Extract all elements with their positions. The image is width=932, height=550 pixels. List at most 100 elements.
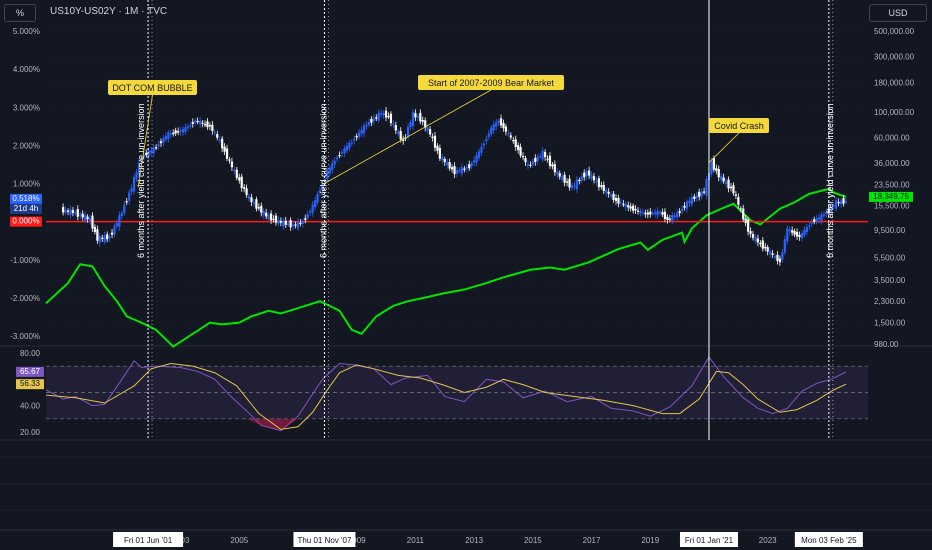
candle-body bbox=[663, 211, 667, 219]
candle-body bbox=[676, 212, 679, 218]
left-scale-button[interactable]: % bbox=[4, 4, 36, 22]
left-price-axis[interactable]: 5.000% 4.000% 3.000% 2.000% 1.000% -1.000% -2.… bbox=[10, 27, 44, 437]
vertical-markers: 6 months after yield curve un-inversion 6… bbox=[136, 0, 835, 440]
candle-body bbox=[132, 177, 136, 192]
candle-body bbox=[240, 176, 243, 188]
candle-body bbox=[392, 123, 395, 125]
candle-body bbox=[803, 229, 806, 236]
candle-body bbox=[512, 140, 515, 142]
candle-body bbox=[326, 171, 329, 179]
candle-body bbox=[150, 150, 153, 153]
candle-body bbox=[196, 120, 199, 123]
candle-body bbox=[186, 126, 189, 129]
candle-body bbox=[573, 185, 576, 187]
callout-text: DOT COM BUBBLE bbox=[112, 83, 192, 93]
candle-body bbox=[179, 130, 182, 132]
candle-body bbox=[443, 159, 446, 163]
candle-body bbox=[311, 204, 314, 213]
candle-body bbox=[348, 142, 351, 149]
candle-body bbox=[463, 168, 466, 170]
candle-body bbox=[284, 220, 287, 225]
candle-body bbox=[607, 191, 610, 194]
right-scale-button[interactable]: USD bbox=[869, 4, 927, 22]
candle-body bbox=[524, 158, 527, 163]
candle-body bbox=[514, 139, 517, 147]
right-tick-label: 300,000.00 bbox=[874, 53, 915, 62]
candle-body bbox=[358, 132, 361, 137]
candle-body bbox=[353, 139, 356, 141]
candle-body bbox=[345, 145, 349, 151]
candle-body bbox=[705, 178, 708, 196]
candle-body bbox=[189, 125, 192, 127]
candle-body bbox=[822, 214, 826, 216]
date-badge-bg bbox=[113, 532, 184, 547]
candle-body bbox=[536, 156, 539, 161]
candle-body bbox=[749, 231, 752, 234]
candle-body bbox=[389, 113, 393, 124]
candle-body bbox=[414, 112, 417, 118]
candle-body bbox=[482, 143, 486, 146]
candle-body bbox=[113, 225, 116, 235]
candle-body bbox=[788, 229, 791, 232]
candle-body bbox=[74, 212, 77, 214]
candle-body bbox=[448, 162, 451, 169]
candle-body bbox=[526, 164, 530, 166]
candle-body bbox=[142, 155, 145, 157]
candle-body bbox=[279, 220, 282, 223]
time-tick-label: 2013 bbox=[465, 536, 483, 545]
date-badge-bg bbox=[679, 532, 738, 547]
candle-body bbox=[671, 215, 674, 222]
candle-body bbox=[585, 171, 588, 177]
right-tick-label: 36,000.00 bbox=[874, 159, 910, 168]
candle-body bbox=[177, 131, 180, 133]
date-badge: Mon 03 Feb '25 bbox=[801, 536, 857, 545]
candle-body bbox=[610, 194, 613, 197]
left-tick-label: 1.000% bbox=[13, 180, 40, 189]
time-axis[interactable]: 200320052009201120132015201720192023Fri … bbox=[74, 532, 863, 547]
candle-body bbox=[250, 197, 253, 203]
candle-body bbox=[98, 236, 101, 243]
candle-body bbox=[720, 175, 723, 181]
candle-body bbox=[649, 211, 652, 215]
candle-body bbox=[382, 112, 385, 116]
candle-body bbox=[106, 234, 109, 240]
last-value-badge-bg bbox=[10, 193, 42, 204]
candle-body bbox=[732, 185, 735, 194]
candle-body bbox=[152, 147, 155, 154]
candle-body bbox=[595, 181, 598, 183]
rsi-badge-bg bbox=[16, 366, 44, 377]
right-price-axis[interactable]: 500,000.00 300,000.00 180,000.00 100,000.00… bbox=[869, 27, 915, 349]
candle-body bbox=[304, 218, 307, 220]
candle-body bbox=[729, 186, 733, 189]
date-badge: Fri 01 Jan '21 bbox=[685, 536, 734, 545]
candle-body bbox=[556, 171, 559, 175]
candle-body bbox=[360, 130, 363, 134]
candle-body bbox=[201, 122, 204, 124]
candle-body bbox=[654, 212, 657, 214]
candle-body bbox=[531, 161, 534, 165]
candle-body bbox=[529, 164, 532, 166]
candle-body bbox=[786, 228, 789, 242]
candle-body bbox=[590, 174, 593, 179]
vertical-note: 6 months after yield curve un-inversion bbox=[136, 103, 146, 258]
candle-body bbox=[145, 152, 148, 156]
vertical-note: 6 months after yield curve un-inversion bbox=[318, 103, 328, 258]
candle-body bbox=[839, 200, 843, 205]
candle-body bbox=[184, 127, 187, 132]
candle-body bbox=[230, 161, 234, 168]
candle-body bbox=[199, 120, 202, 125]
candle-body bbox=[791, 230, 794, 233]
right-tick-label: 23,500.00 bbox=[874, 180, 910, 189]
candle-body bbox=[737, 197, 740, 205]
candle-body bbox=[409, 122, 412, 127]
symbol-title: US10Y-US02Y · 1M · TVC bbox=[50, 6, 168, 17]
candle-body bbox=[751, 234, 755, 238]
candle-body bbox=[627, 205, 630, 208]
candle-body bbox=[534, 157, 537, 163]
candle-body bbox=[375, 117, 378, 119]
candle-body bbox=[495, 122, 498, 127]
candle-body bbox=[399, 130, 402, 140]
candle-body bbox=[778, 258, 782, 263]
candle-body bbox=[365, 124, 368, 127]
